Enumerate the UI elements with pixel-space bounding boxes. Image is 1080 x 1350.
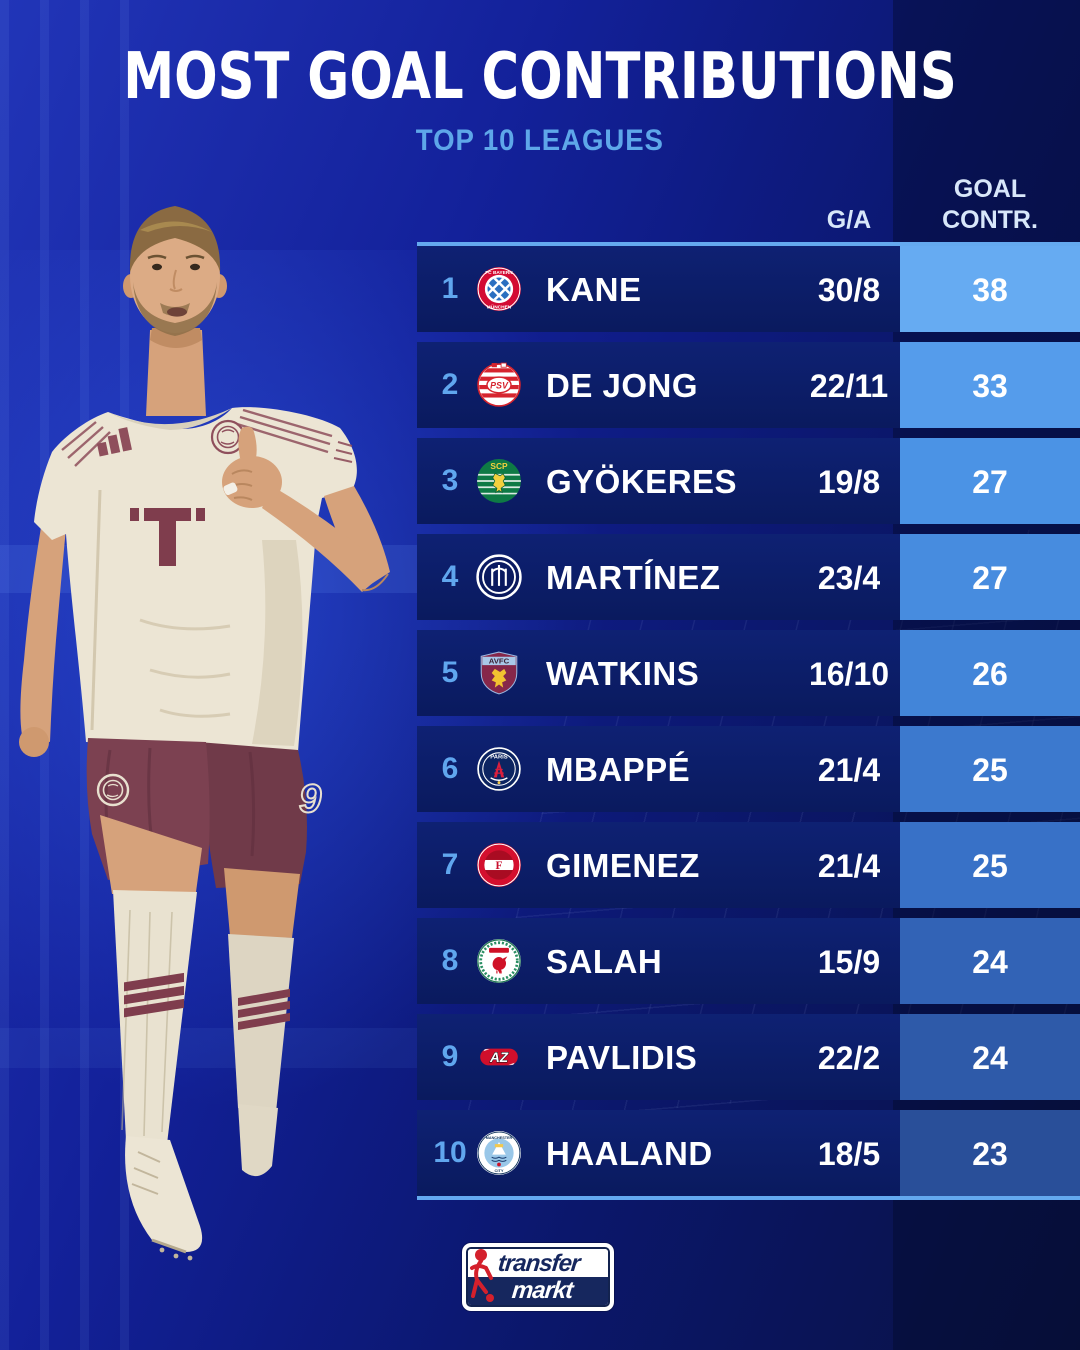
goal-contr-value: 33 <box>900 342 1080 428</box>
player-name: MBAPPÉ <box>546 751 691 788</box>
az-alkmaar-badge-icon <box>476 1034 522 1080</box>
rank-number: 2 <box>441 368 459 401</box>
player-name: HAALAND <box>546 1135 713 1172</box>
table-row: 1 KANE 30/8 38 <box>417 246 1080 332</box>
liverpool-badge-icon <box>476 938 522 984</box>
goal-contr-value: 25 <box>900 822 1080 908</box>
svg-text:9: 9 <box>299 777 322 821</box>
goal-contr-value: 26 <box>900 630 1080 716</box>
player-name: GYÖKERES <box>546 463 738 500</box>
goal-contr-value: 27 <box>900 438 1080 524</box>
ranking-table: 1 KANE 30/8 38 2 DE JONG 22/11 33 3 GYÖK… <box>417 246 1080 1206</box>
goal-contr-value: 27 <box>900 534 1080 620</box>
rank-number: 9 <box>441 1040 459 1073</box>
page-title: MOST GOAL CONTRIBUTIONS <box>123 40 957 114</box>
feyenoord-badge-icon <box>476 842 522 888</box>
goal-contr-value: 24 <box>900 918 1080 1004</box>
psg-badge-icon <box>476 746 522 792</box>
logo-word-markt: markt <box>510 1277 574 1304</box>
ga-value: 23/4 <box>817 560 881 596</box>
player-name: PAVLIDIS <box>546 1039 698 1076</box>
table-row: 6 MBAPPÉ 21/4 25 <box>417 726 1080 812</box>
column-header-goal-contr: GOAL CONTR. <box>900 174 1080 236</box>
player-name: DE JONG <box>546 367 699 404</box>
aston-villa-badge-icon <box>476 650 522 696</box>
transfermarkt-player-icon <box>470 1249 494 1302</box>
rank-number: 7 <box>441 848 459 881</box>
ga-value: 19/8 <box>817 464 881 500</box>
table-bottom-border <box>417 1196 1080 1200</box>
sporting-cp-badge-icon <box>476 458 522 504</box>
logo-word-transfer: transfer <box>496 1250 581 1277</box>
logo-top-band <box>468 1249 608 1277</box>
player-name: GIMENEZ <box>546 847 700 884</box>
goal-contr-value: 38 <box>900 246 1080 332</box>
rank-number: 10 <box>433 1136 467 1169</box>
rank-number: 3 <box>441 464 459 497</box>
column-header-contr: CONTR. <box>942 206 1038 234</box>
player-name: SALAH <box>546 943 663 980</box>
psv-badge-icon <box>476 362 522 408</box>
player-name: KANE <box>546 271 642 308</box>
table-row: 9 PAVLIDIS 22/2 24 <box>417 1014 1080 1100</box>
table-row: 7 GIMENEZ 21/4 25 <box>417 822 1080 908</box>
rank-number: 8 <box>441 944 459 977</box>
table-row: 3 GYÖKERES 19/8 27 <box>417 438 1080 524</box>
table-row: 10 HAALAND 18/5 23 <box>417 1110 1080 1196</box>
rank-number: 1 <box>441 272 459 305</box>
ga-value: 21/4 <box>817 848 881 884</box>
table-top-border <box>417 242 1080 246</box>
player-name: MARTÍNEZ <box>546 559 721 596</box>
table-row: 4 MARTÍNEZ 23/4 27 <box>417 534 1080 620</box>
ga-value: 21/4 <box>817 752 881 788</box>
goal-contr-value: 23 <box>900 1110 1080 1196</box>
goal-contr-value: 24 <box>900 1014 1080 1100</box>
bayern-munich-badge-icon <box>476 266 522 312</box>
ga-value: 30/8 <box>817 272 881 308</box>
ga-value: 15/9 <box>817 944 881 980</box>
player-name: WATKINS <box>546 655 700 692</box>
rank-number: 6 <box>441 752 459 785</box>
man-city-badge-icon <box>476 1130 522 1176</box>
rank-number: 4 <box>441 560 459 593</box>
table-row: 2 DE JONG 22/11 33 <box>417 342 1080 428</box>
column-header-goal: GOAL <box>953 175 1027 203</box>
ga-value: 22/2 <box>817 1040 881 1076</box>
table-row: 8 SALAH 15/9 24 <box>417 918 1080 1004</box>
goal-contr-value: 25 <box>900 726 1080 812</box>
column-header-ga: G/A <box>826 206 872 234</box>
table-row: 5 WATKINS 16/10 26 <box>417 630 1080 716</box>
ga-value: 16/10 <box>808 656 890 692</box>
player-photo-harry-kane: 9 <box>19 206 390 1261</box>
ga-value: 18/5 <box>817 1136 881 1172</box>
transfermarkt-logo: transfer markt <box>462 1243 614 1311</box>
ga-value: 22/11 <box>809 368 889 404</box>
page-subtitle: TOP 10 LEAGUES <box>415 124 665 157</box>
rank-number: 5 <box>441 656 459 689</box>
inter-badge-icon <box>476 554 522 600</box>
